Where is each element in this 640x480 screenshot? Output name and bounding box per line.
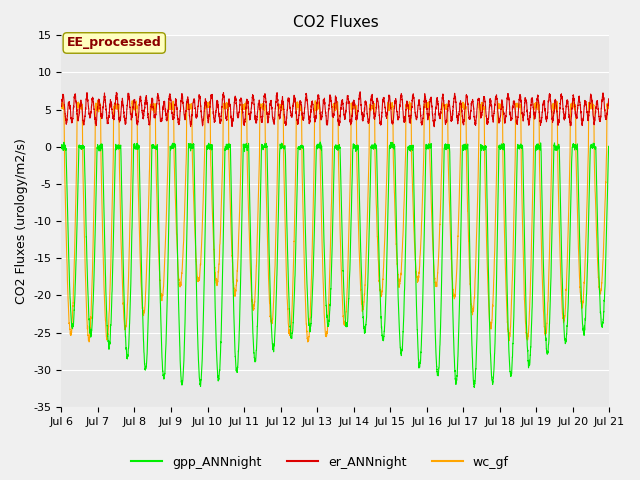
Y-axis label: CO2 Fluxes (urology/m2/s): CO2 Fluxes (urology/m2/s) <box>15 138 28 304</box>
wc_gf <box>605 103 613 109</box>
er_ANNnight <box>58 103 65 109</box>
er_ANNnight <box>356 89 364 95</box>
wc_gf <box>474 200 481 206</box>
wc_gf <box>304 339 312 345</box>
er_ANNnight <box>244 98 252 104</box>
er_ANNnight <box>317 113 324 119</box>
Line: gpp_ANNnight: gpp_ANNnight <box>61 142 609 387</box>
Text: EE_processed: EE_processed <box>67 36 162 49</box>
Title: CO2 Fluxes: CO2 Fluxes <box>292 15 378 30</box>
gpp_ANNnight <box>316 139 324 145</box>
gpp_ANNnight <box>470 384 478 390</box>
wc_gf <box>576 280 584 286</box>
gpp_ANNnight <box>582 292 590 298</box>
Line: wc_gf: wc_gf <box>61 100 609 342</box>
wc_gf <box>58 100 65 106</box>
er_ANNnight <box>474 100 481 106</box>
er_ANNnight <box>605 104 613 109</box>
Legend: gpp_ANNnight, er_ANNnight, wc_gf: gpp_ANNnight, er_ANNnight, wc_gf <box>126 451 514 474</box>
gpp_ANNnight <box>244 144 252 149</box>
gpp_ANNnight <box>58 144 65 150</box>
gpp_ANNnight <box>317 143 324 149</box>
Line: er_ANNnight: er_ANNnight <box>61 92 609 127</box>
er_ANNnight <box>458 113 466 119</box>
gpp_ANNnight <box>458 164 466 170</box>
er_ANNnight <box>430 124 438 130</box>
wc_gf <box>570 97 577 103</box>
gpp_ANNnight <box>605 144 613 150</box>
wc_gf <box>317 185 324 191</box>
gpp_ANNnight <box>576 241 584 247</box>
wc_gf <box>244 172 252 178</box>
wc_gf <box>458 104 466 109</box>
gpp_ANNnight <box>474 307 481 313</box>
wc_gf <box>582 215 590 221</box>
er_ANNnight <box>582 105 590 111</box>
er_ANNnight <box>576 99 584 105</box>
